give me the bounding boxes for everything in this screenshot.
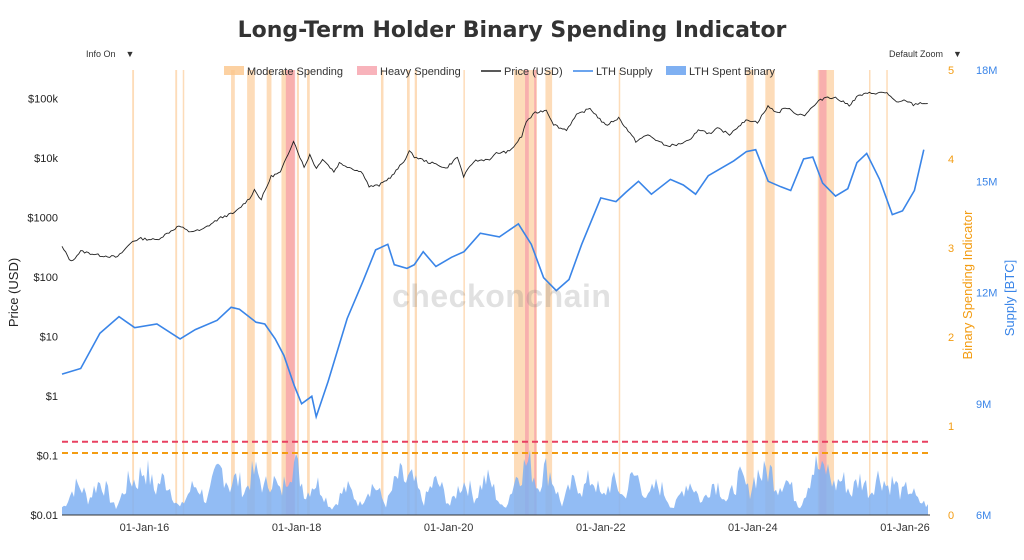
heavy-spending-band bbox=[534, 70, 537, 515]
y-price-tick-label: $100k bbox=[28, 93, 58, 105]
heavy-spending-band bbox=[819, 70, 827, 515]
moderate-spending-band bbox=[307, 70, 310, 515]
y-price-tick-label: $10 bbox=[40, 331, 58, 343]
y-supply-tick-label: 12M bbox=[976, 288, 997, 300]
moderate-spending-band bbox=[463, 70, 465, 515]
lth-supply-line bbox=[61, 148, 925, 420]
y-price-tick-label: $1000 bbox=[27, 212, 58, 224]
zoom-dropdown[interactable]: Default Zoom ▼ bbox=[889, 49, 962, 59]
lth-supply-line bbox=[61, 148, 925, 420]
axes: 01-Jan-16 01-Jan-18 01-Jan-20 01-Jan-22 01-J… bbox=[6, 65, 1017, 534]
watermark: checkonchain bbox=[392, 278, 612, 314]
chevron-down-icon: ▼ bbox=[953, 49, 962, 59]
legend-label: Moderate Spending bbox=[247, 66, 343, 78]
y-price-tick-label: $0.01 bbox=[30, 510, 58, 522]
legend-item[interactable]: LTH Spent Binary bbox=[666, 66, 776, 78]
moderate-spending-band bbox=[406, 70, 410, 515]
legend-label: Heavy Spending bbox=[380, 66, 461, 78]
moderate-spending-band bbox=[868, 70, 871, 515]
y-price-tick-label: $1 bbox=[46, 391, 58, 403]
x-tick-label: 01-Jan-18 bbox=[272, 522, 322, 534]
lth-spent-binary-area bbox=[62, 449, 928, 515]
legend[interactable]: Moderate Spending Heavy Spending Price (US… bbox=[224, 66, 776, 78]
lth-spent-binary-area bbox=[62, 449, 928, 515]
moderate-spending-band bbox=[380, 70, 384, 515]
y-indicator-axis-label: Binary Spending Indicator bbox=[960, 210, 975, 360]
y-price-tick-label: $100 bbox=[34, 272, 58, 284]
y-supply-tick-label: 18M bbox=[976, 65, 997, 77]
legend-item[interactable]: Price (USD) bbox=[481, 66, 563, 78]
y-indicator-tick-label: 0 bbox=[948, 510, 954, 522]
y-indicator-tick-label: 5 bbox=[948, 65, 954, 77]
x-tick-label: 01-Jan-24 bbox=[728, 522, 778, 534]
threshold-lines bbox=[62, 440, 930, 455]
moderate-spending-band bbox=[296, 70, 299, 515]
heavy-spending-band bbox=[525, 70, 529, 515]
y-price-axis-label: Price (USD) bbox=[6, 258, 21, 327]
x-tick-label: 01-Jan-26 bbox=[880, 522, 930, 534]
legend-swatch bbox=[666, 66, 686, 75]
moderate-spending-band bbox=[746, 70, 754, 515]
legend-label: Price (USD) bbox=[504, 66, 563, 78]
y-price-tick-label: $0.1 bbox=[37, 450, 58, 462]
legend-swatch bbox=[224, 66, 244, 75]
moderate-spending-band bbox=[618, 70, 621, 515]
x-tick-label: 01-Jan-16 bbox=[120, 522, 170, 534]
moderate-spending-band bbox=[886, 70, 888, 515]
moderate-spending-band bbox=[765, 70, 775, 515]
y-indicator-tick-label: 3 bbox=[948, 243, 954, 255]
y-supply-tick-label: 9M bbox=[976, 399, 991, 411]
chevron-down-icon: ▼ bbox=[125, 49, 135, 59]
info-toggle-label: Info On bbox=[86, 49, 116, 59]
legend-item[interactable]: Heavy Spending bbox=[357, 66, 461, 78]
y-supply-tick-label: 15M bbox=[976, 176, 997, 188]
y-indicator-tick-label: 1 bbox=[948, 421, 954, 433]
zoom-label: Default Zoom bbox=[889, 49, 944, 59]
moderate-spending-band bbox=[132, 70, 135, 515]
y-supply-tick-label: 6M bbox=[976, 510, 991, 522]
price-line bbox=[61, 91, 928, 262]
y-indicator-tick-label: 2 bbox=[948, 332, 954, 344]
x-tick-label: 01-Jan-20 bbox=[424, 522, 474, 534]
y-indicator-tick-label: 4 bbox=[948, 154, 954, 166]
legend-label: LTH Spent Binary bbox=[689, 66, 776, 78]
legend-label: LTH Supply bbox=[596, 66, 653, 78]
moderate-spending-band bbox=[545, 70, 553, 515]
info-toggle-dropdown[interactable]: Info On ▼ bbox=[86, 49, 134, 59]
heavy-spending-band bbox=[285, 70, 296, 515]
moderate-spending-band bbox=[266, 70, 272, 515]
moderate-spending-band bbox=[414, 70, 417, 515]
x-tick-label: 01-Jan-22 bbox=[576, 522, 626, 534]
legend-item[interactable]: Moderate Spending bbox=[224, 66, 343, 78]
legend-item[interactable]: LTH Supply bbox=[573, 66, 653, 78]
price-line bbox=[61, 91, 928, 262]
chart-title: Long-Term Holder Binary Spending Indicat… bbox=[237, 18, 787, 43]
moderate-spending-band bbox=[231, 70, 235, 515]
moderate-spending-band bbox=[182, 70, 185, 515]
moderate-spending-band bbox=[247, 70, 255, 515]
legend-swatch bbox=[357, 66, 377, 75]
y-price-tick-label: $10k bbox=[34, 153, 58, 165]
moderate-spending-band bbox=[175, 70, 178, 515]
y-supply-axis-label: Supply [BTC] bbox=[1002, 260, 1017, 337]
